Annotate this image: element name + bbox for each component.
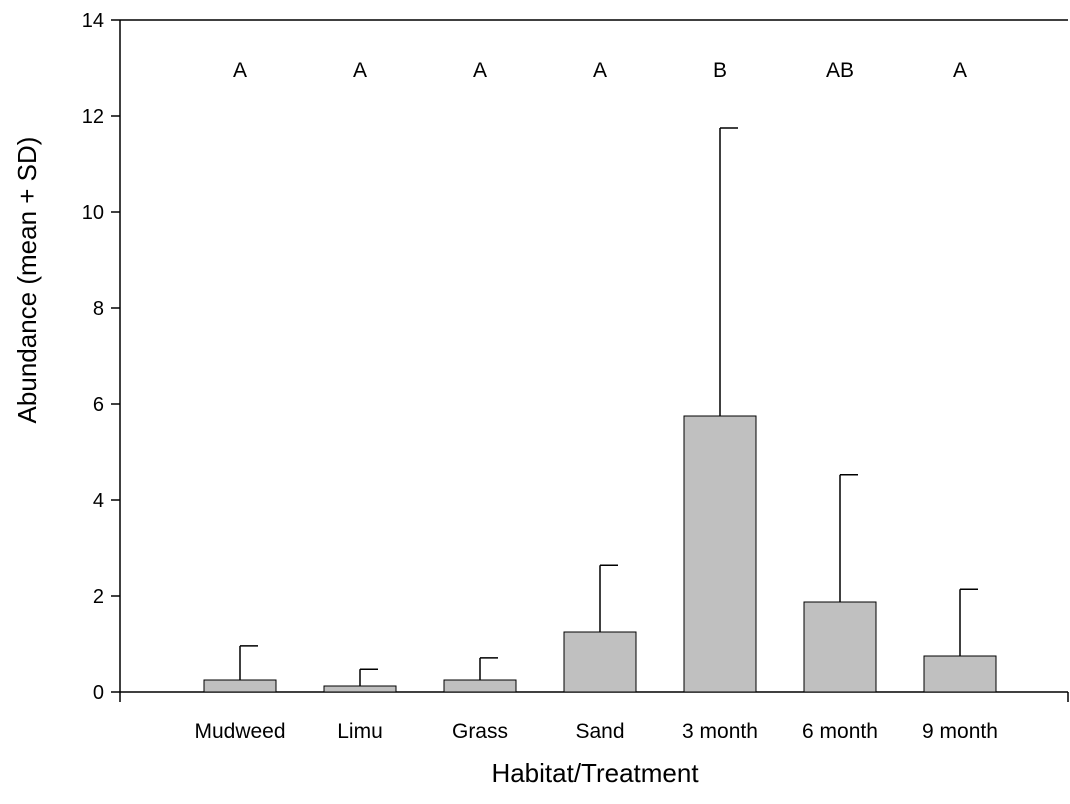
y-axis-title: Abundance (mean + SD): [12, 137, 42, 424]
significance-letter: B: [713, 59, 727, 82]
x-tick-label: 9 month: [922, 720, 998, 743]
significance-letter: A: [233, 59, 247, 82]
x-tick-label: 6 month: [802, 720, 878, 743]
y-tick-label: 0: [93, 682, 104, 704]
bar: [443, 679, 517, 693]
y-tick-label: 6: [93, 394, 104, 416]
x-tick-label: Grass: [452, 720, 508, 743]
significance-letter: A: [953, 59, 967, 82]
bar: [923, 655, 997, 693]
y-tick-label: 10: [82, 202, 104, 224]
significance-letter: A: [593, 59, 607, 82]
significance-letter: A: [473, 59, 487, 82]
y-tick-label: 8: [93, 298, 104, 320]
bar: [683, 415, 757, 693]
bar: [563, 631, 637, 693]
significance-letter: A: [353, 59, 367, 82]
bar: [203, 679, 277, 693]
bar: [803, 601, 877, 693]
y-tick-label: 4: [93, 490, 104, 512]
x-axis-title: Habitat/Treatment: [491, 758, 699, 788]
significance-letter: AB: [826, 59, 854, 82]
x-tick-label: Sand: [575, 720, 624, 743]
y-tick-label: 2: [93, 586, 104, 608]
x-tick-label: Mudweed: [194, 720, 285, 743]
x-tick-label: 3 month: [682, 720, 758, 743]
x-tick-label: Limu: [337, 720, 383, 743]
y-tick-label: 14: [82, 10, 104, 32]
y-tick-label: 12: [82, 106, 104, 128]
bar: [323, 685, 397, 693]
